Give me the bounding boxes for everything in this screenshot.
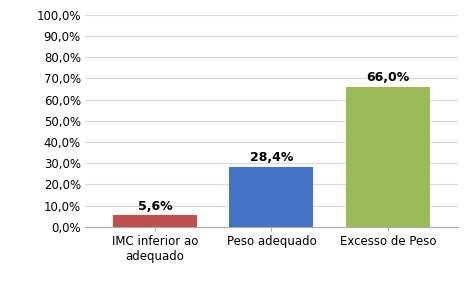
Bar [229,167,313,227]
Bar [113,215,197,227]
Text: 28,4%: 28,4% [250,151,293,164]
Text: 66,0%: 66,0% [366,71,410,84]
Text: 5,6%: 5,6% [137,200,172,212]
Bar [346,87,430,227]
